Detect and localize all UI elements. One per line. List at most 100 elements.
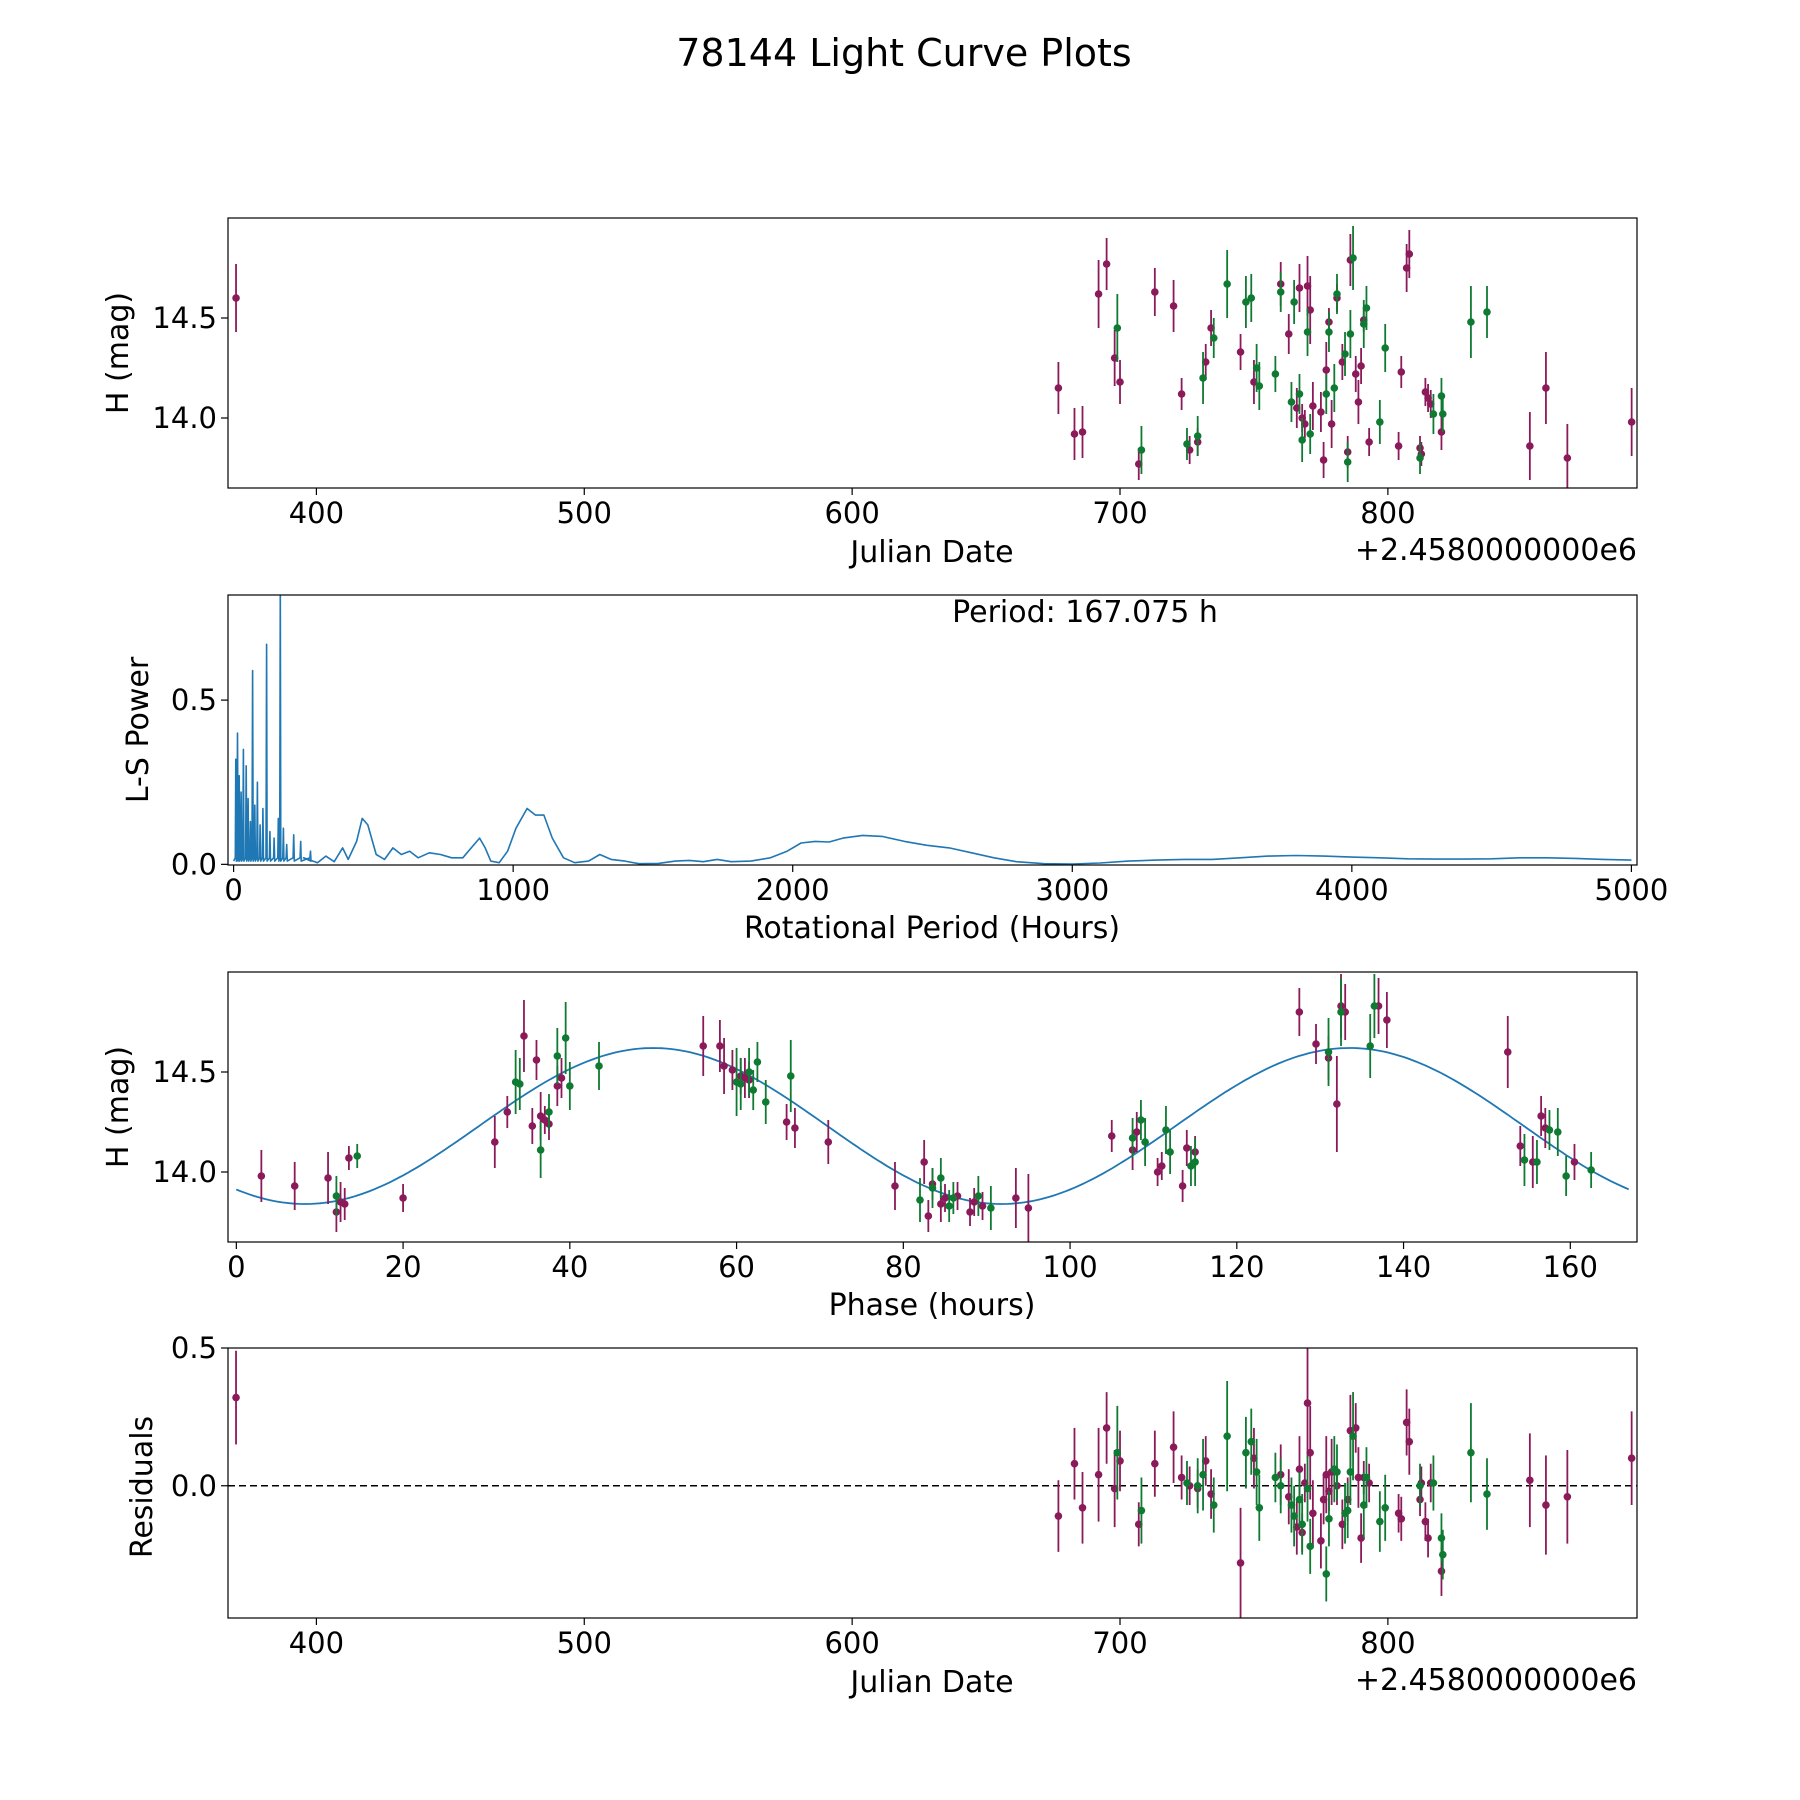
data-point xyxy=(1503,1048,1512,1056)
data-point xyxy=(974,1192,983,1200)
data-point xyxy=(1327,420,1336,428)
data-point xyxy=(1287,398,1296,406)
data-point xyxy=(1247,294,1256,302)
data-point xyxy=(1116,378,1124,386)
ytick-label: 0.0 xyxy=(171,847,217,881)
xtick-label: 800 xyxy=(1360,1626,1415,1660)
phased-panel: 0 20 40 60 80 100 120 140 160 14.0 14.5 Phase (hou… xyxy=(101,971,1638,1323)
data-point xyxy=(1309,1509,1317,1518)
data-point xyxy=(941,1194,949,1202)
residuals-x-offset: +2.4580000000e6 xyxy=(1355,1663,1637,1698)
data-point xyxy=(1553,1128,1562,1136)
xtick-label: 600 xyxy=(824,496,879,530)
data-point xyxy=(1429,410,1438,418)
data-point xyxy=(1437,392,1446,400)
data-point xyxy=(1166,1148,1174,1156)
data-point xyxy=(1330,384,1339,392)
data-point xyxy=(595,1062,603,1070)
data-point xyxy=(1132,1128,1141,1136)
data-point xyxy=(916,1196,924,1204)
period-annotation: Period: 167.075 h xyxy=(952,595,1218,630)
xtick-label: 80 xyxy=(885,1250,922,1284)
xtick-label: 400 xyxy=(289,496,344,530)
data-point xyxy=(345,1154,353,1162)
data-point xyxy=(1542,1501,1550,1509)
residuals-xlabel: Julian Date xyxy=(848,1665,1013,1700)
data-point xyxy=(1325,328,1333,336)
data-point xyxy=(1242,1448,1250,1457)
data-point xyxy=(1209,1501,1218,1509)
data-point xyxy=(1182,1144,1191,1152)
data-point xyxy=(1236,348,1245,356)
data-point xyxy=(1376,1517,1384,1526)
data-point xyxy=(1570,1158,1579,1166)
data-point xyxy=(945,1202,953,1210)
data-point xyxy=(257,1172,266,1180)
data-point xyxy=(1199,374,1207,382)
plot-clip-group xyxy=(232,226,1636,488)
data-point xyxy=(503,1108,512,1116)
data-point xyxy=(1397,1515,1406,1523)
data-point xyxy=(1209,334,1218,342)
data-point xyxy=(1376,418,1384,426)
data-point xyxy=(1467,1448,1475,1457)
data-point xyxy=(1128,1134,1137,1142)
data-point xyxy=(1183,440,1191,448)
data-point xyxy=(1437,428,1446,436)
data-point xyxy=(1362,304,1371,312)
data-point xyxy=(1341,350,1349,358)
data-point xyxy=(1242,298,1250,306)
data-point xyxy=(340,1200,349,1208)
data-point xyxy=(1516,1142,1525,1150)
data-point xyxy=(1545,1126,1554,1134)
data-point xyxy=(1151,1459,1159,1468)
lightcurve-panel: 400 500 600 700 800 14.0 14.5 Julian Date +2.4… xyxy=(101,217,1638,570)
data-point xyxy=(1070,430,1079,438)
data-point xyxy=(920,1158,928,1166)
data-point xyxy=(532,1056,541,1064)
ytick-label: 0.5 xyxy=(171,683,217,717)
data-point xyxy=(1284,330,1293,338)
data-point xyxy=(1354,1473,1363,1482)
data-point xyxy=(1255,1503,1264,1512)
data-point xyxy=(1467,318,1475,326)
ytick-label: 14.5 xyxy=(152,1055,217,1089)
data-point xyxy=(1183,1479,1191,1487)
data-point xyxy=(1563,1492,1572,1501)
xtick-label: 700 xyxy=(1092,1626,1147,1660)
data-point xyxy=(1337,1008,1345,1016)
data-point xyxy=(332,1192,341,1200)
data-point xyxy=(987,1204,995,1212)
xtick-label: 500 xyxy=(557,1626,612,1660)
data-point xyxy=(1199,1470,1207,1479)
phased-tick-layer: 0 20 40 60 80 100 120 140 160 14.0 14.5 xyxy=(152,1055,1598,1284)
data-point xyxy=(1325,1515,1333,1523)
data-point xyxy=(1416,454,1424,462)
xtick-label: 500 xyxy=(557,496,612,530)
data-point xyxy=(1587,1166,1595,1174)
data-point xyxy=(232,294,240,302)
data-point xyxy=(1153,1168,1162,1176)
data-point xyxy=(545,1108,553,1116)
series-band-b xyxy=(1113,226,1491,482)
data-point xyxy=(1351,370,1360,378)
ytick-label: 14.0 xyxy=(152,401,217,435)
data-point xyxy=(536,1146,545,1154)
periodogram-xlabel: Rotational Period (Hours) xyxy=(744,911,1120,946)
xtick-label: 400 xyxy=(289,1626,344,1660)
data-point xyxy=(1333,1100,1341,1108)
data-point xyxy=(1151,288,1159,296)
xtick-label: 60 xyxy=(718,1250,755,1284)
data-point xyxy=(824,1138,833,1146)
data-point xyxy=(528,1122,537,1130)
data-point xyxy=(1438,1550,1447,1559)
data-point xyxy=(1346,330,1355,338)
data-point xyxy=(553,1052,562,1060)
lightcurve-ylabel: H (mag) xyxy=(101,292,136,414)
data-point xyxy=(232,1393,240,1402)
data-point xyxy=(1349,1432,1357,1440)
data-point xyxy=(1343,1506,1352,1515)
data-point xyxy=(1295,284,1304,292)
lightcurve-x-offset: +2.4580000000e6 xyxy=(1355,533,1637,568)
data-point xyxy=(728,1066,737,1074)
